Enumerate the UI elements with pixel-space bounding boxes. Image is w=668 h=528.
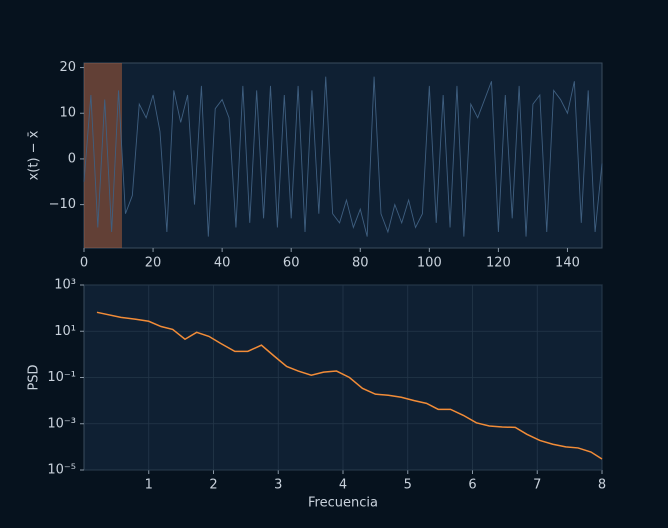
x-tick-label: 8	[598, 478, 606, 493]
x-tick-label: 100	[417, 256, 442, 271]
x-tick-label: 5	[404, 478, 412, 493]
y-tick-label: 10³	[54, 278, 76, 293]
x-tick-label: 120	[486, 256, 511, 271]
x-tick-label: 2	[209, 478, 217, 493]
y-tick-label: 10⁻⁵	[47, 463, 76, 478]
y-tick-label: 0	[68, 151, 76, 166]
x-tick-label: 6	[468, 478, 476, 493]
y-tick-label: 10¹	[54, 324, 76, 339]
y-tick-label: 10⁻¹	[47, 370, 76, 385]
x-tick-label: 20	[145, 256, 162, 271]
x-tick-label: 1	[145, 478, 153, 493]
x-tick-label: 4	[339, 478, 347, 493]
y-tick-label: 10⁻³	[47, 416, 76, 431]
x-tick-label: 3	[274, 478, 282, 493]
y-tick-label: 20	[59, 60, 76, 75]
y-axis-label: PSD	[27, 364, 42, 390]
x-tick-label: 80	[352, 256, 369, 271]
x-tick-label: 60	[283, 256, 300, 271]
series-line	[96, 311, 603, 460]
x-tick-label: 140	[555, 256, 580, 271]
highlight-span	[84, 63, 122, 248]
x-tick-label: 0	[80, 256, 88, 271]
series-line	[83, 76, 603, 237]
y-tick-label: 10	[59, 106, 76, 121]
y-axis-label: x(t) − x̄	[27, 130, 42, 180]
x-tick-label: 40	[214, 256, 231, 271]
x-tick-label: 7	[533, 478, 541, 493]
y-tick-label: −10	[49, 197, 76, 212]
x-axis-label: Frecuencia	[308, 496, 378, 511]
